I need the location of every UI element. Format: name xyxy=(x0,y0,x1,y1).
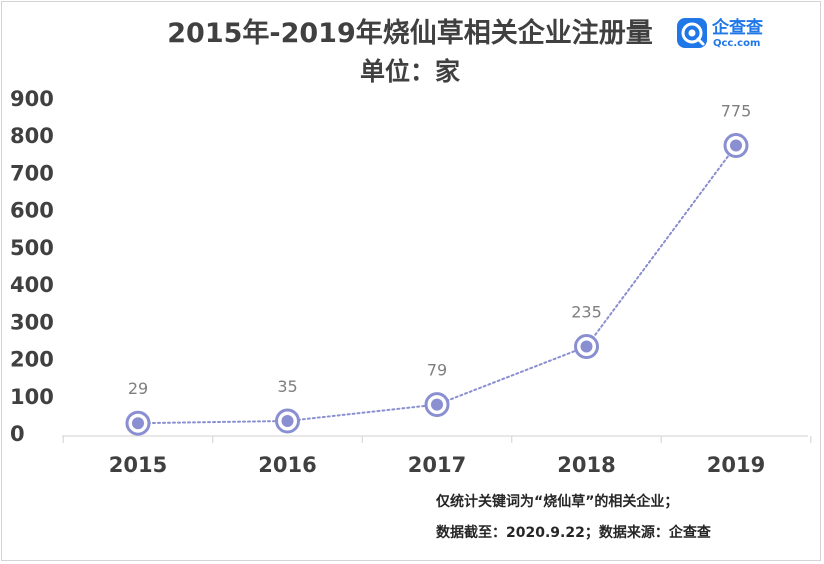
data-point xyxy=(580,340,593,353)
series-group xyxy=(125,133,749,436)
data-point xyxy=(431,398,443,411)
note-scope: 仅统计关键词为“烧仙草”的相关企业； xyxy=(435,493,678,510)
x-tick-label: 2019 xyxy=(707,453,765,477)
data-label: 79 xyxy=(427,361,447,380)
data-label: 35 xyxy=(277,377,297,396)
x-axis: 2015 2016 2017 2018 2019 xyxy=(62,435,812,477)
y-tick-label: 300 xyxy=(10,310,54,334)
y-axis: 0 100 200 300 400 500 600 700 800 900 xyxy=(10,87,54,446)
y-tick-label: 100 xyxy=(10,385,54,409)
y-tick-label: 500 xyxy=(10,236,54,260)
x-tick-label: 2016 xyxy=(258,453,316,477)
y-tick-label: 400 xyxy=(10,273,54,297)
series-line xyxy=(137,144,737,425)
data-label-group: 29 35 79 235 775 xyxy=(128,102,751,399)
x-tick-label: 2018 xyxy=(557,453,615,477)
data-point xyxy=(281,414,294,427)
data-point xyxy=(730,139,742,152)
note-source: 数据截至：2020.9.22；数据来源：企查查 xyxy=(436,524,712,541)
x-tick-label: 2015 xyxy=(109,453,167,477)
y-tick-label: 900 xyxy=(10,87,54,111)
data-label: 29 xyxy=(128,379,148,398)
qcc-logo-domain: Qcc.com xyxy=(713,38,760,49)
qcc-logo-name: 企查查 xyxy=(711,17,764,38)
y-tick-label: 800 xyxy=(10,124,54,148)
y-tick-label: 600 xyxy=(10,199,54,223)
x-tick-label: 2017 xyxy=(408,453,466,477)
chart-subtitle: 单位：家 xyxy=(360,57,460,86)
chart-title: 2015年-2019年烧仙草相关企业注册量 xyxy=(167,17,653,49)
qcc-logo-ring-icon xyxy=(681,22,703,44)
data-label: 775 xyxy=(721,102,752,121)
y-tick-label: 0 xyxy=(10,422,25,446)
data-label: 235 xyxy=(571,303,602,322)
qcc-logo: 企查查 Qcc.com xyxy=(677,17,764,49)
y-tick-label: 700 xyxy=(10,161,54,185)
data-point xyxy=(132,417,144,430)
y-tick-label: 200 xyxy=(10,348,54,372)
